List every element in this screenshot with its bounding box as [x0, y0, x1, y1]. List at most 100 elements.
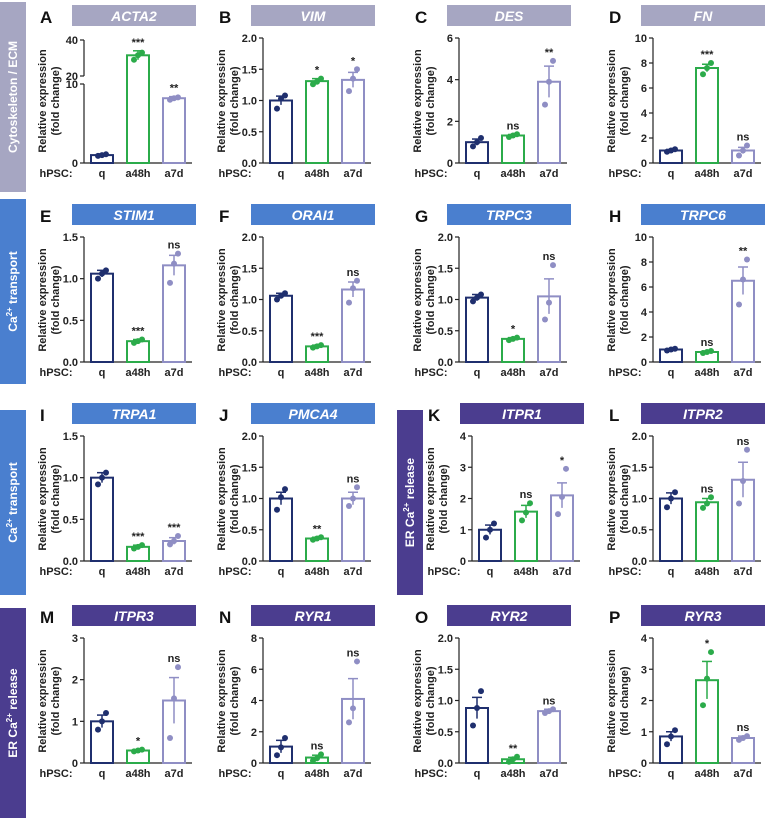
y-tick-label: 2.0	[438, 232, 453, 244]
y-axis-label: Relative expression(fold change)	[216, 447, 241, 551]
data-point	[736, 301, 742, 308]
x-tick-label: a7d	[734, 768, 753, 780]
data-point	[744, 256, 750, 263]
sidebar-label-sup: 2+	[5, 518, 14, 527]
gene-label: TRPC6	[680, 207, 726, 223]
panel-letter: K	[428, 406, 441, 425]
sidebar-label-main: Cytoskeleton / ECM	[6, 41, 20, 153]
y-axis-label: Relative expression(fold change)	[37, 447, 62, 551]
y-tick-label: 0.0	[63, 556, 78, 568]
x-tick-label: q	[668, 566, 675, 578]
data-point	[175, 533, 181, 539]
data-point	[487, 526, 493, 533]
bar-q	[269, 294, 293, 363]
data-point	[350, 75, 356, 82]
data-point	[346, 503, 352, 509]
data-point	[282, 92, 288, 99]
gene-header	[251, 403, 375, 424]
data-point	[546, 78, 552, 85]
data-point	[350, 705, 356, 712]
x-axis-prefix: hPSC:	[40, 168, 73, 180]
y-tick-label: 2	[641, 696, 647, 708]
y-axis-label-line1: Relative expression	[37, 447, 49, 551]
bar-q	[269, 99, 293, 164]
bar-a48h	[501, 134, 525, 164]
y-tick-label: 1	[72, 716, 78, 728]
y-axis-label: Relative expression(fold change)	[606, 49, 631, 153]
panel-letter: F	[219, 207, 229, 226]
data-point	[346, 299, 352, 306]
data-point	[478, 135, 484, 141]
data-point	[519, 517, 525, 524]
x-tick-label: a48h	[125, 768, 150, 780]
data-point	[274, 296, 280, 303]
data-point	[470, 298, 476, 305]
sidebar-label-transport2: Ca2+ transport	[5, 462, 20, 542]
y-tick-label: 2.0	[242, 431, 257, 443]
x-tick-label: a7d	[540, 768, 559, 780]
panel-H: H TRPC6 Relative expression(fold change) 0 2…	[606, 204, 765, 379]
x-tick-label: a7d	[344, 768, 363, 780]
y-tick-label: 1	[460, 525, 466, 537]
data-point	[708, 60, 714, 66]
panel-letter: N	[219, 608, 231, 627]
data-point	[700, 71, 706, 78]
gene-label: STIM1	[113, 207, 154, 223]
bar-a48h	[126, 54, 150, 164]
x-tick-label: a48h	[500, 768, 525, 780]
significance-label: ns	[507, 120, 520, 132]
gene-label: RYR1	[294, 608, 331, 624]
data-point	[708, 494, 714, 501]
significance-label: ns	[701, 483, 714, 495]
x-tick-label: a48h	[125, 566, 150, 578]
y-tick-label: 4	[460, 431, 467, 443]
y-tick-label: 2.0	[242, 232, 257, 244]
bar-a48h	[695, 67, 719, 164]
data-point	[668, 495, 674, 502]
bar-a48h	[695, 501, 719, 562]
data-point	[563, 465, 569, 472]
data-point	[555, 511, 561, 518]
panel-letter: D	[609, 8, 621, 27]
gene-label: TRPC3	[486, 207, 532, 223]
y-axis-label-line1: Relative expression	[216, 49, 228, 153]
data-point	[95, 481, 101, 488]
y-tick-label: 4	[641, 307, 648, 319]
data-point	[664, 504, 670, 511]
x-tick-label: q	[278, 768, 285, 780]
data-point	[103, 267, 109, 274]
bar-q	[269, 497, 293, 562]
data-point	[744, 446, 750, 453]
x-tick-label: a48h	[304, 367, 329, 379]
x-axis-prefix: hPSC:	[609, 168, 642, 180]
sidebar-label-rest: transport	[6, 251, 20, 307]
sidebar-label-main: ER Ca	[403, 511, 417, 547]
gene-label: ITPR2	[683, 406, 723, 422]
y-axis-label-line2: (fold change)	[50, 666, 62, 735]
significance-label: *	[705, 638, 710, 650]
y-axis-label-line1: Relative expression	[606, 248, 618, 352]
y-tick-label: 6	[641, 282, 647, 294]
bar-a7d	[341, 288, 365, 363]
data-point	[700, 504, 706, 511]
data-point	[318, 75, 324, 82]
y-tick-label: 0	[641, 158, 647, 170]
x-axis-prefix: hPSC:	[609, 566, 642, 578]
bar-a7d	[341, 78, 365, 164]
data-point	[99, 718, 105, 725]
y-axis-label-line1: Relative expression	[412, 649, 424, 753]
data-point	[704, 675, 710, 682]
bar-a7d	[162, 264, 186, 363]
gene-header	[641, 605, 765, 626]
y-tick-label: 0.5	[632, 525, 647, 537]
data-point	[559, 493, 565, 500]
significance-label: **	[313, 523, 322, 535]
significance-label: ns	[347, 267, 360, 279]
y-axis-label-line2: (fold change)	[229, 666, 241, 735]
bar-q	[659, 497, 683, 562]
y-tick-label: 0	[447, 158, 453, 170]
sidebar-label-main: Ca	[6, 316, 20, 332]
